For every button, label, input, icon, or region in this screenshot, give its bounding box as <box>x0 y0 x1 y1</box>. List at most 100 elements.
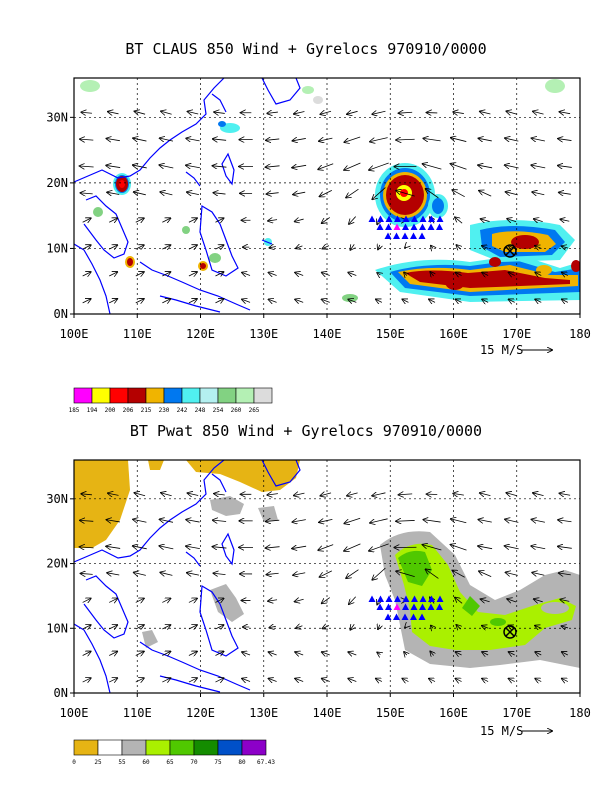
x-tick-label: 140E <box>313 706 342 720</box>
wind-vector-arrow <box>269 273 277 276</box>
wind-vector-arrow <box>82 625 91 629</box>
gyre-location-triangle-icon <box>419 215 427 222</box>
wind-vector-arrow <box>186 520 200 522</box>
wind-vector-arrow <box>133 546 147 549</box>
gyre-location-triangle-icon <box>394 215 401 222</box>
wind-vector-arrow <box>213 166 227 167</box>
wind-vector-arrow <box>109 245 117 249</box>
wind-vector-arrow <box>506 572 518 575</box>
colorbar-level-label: 200 <box>105 407 116 414</box>
wind-vector-arrow <box>346 188 359 197</box>
wind-vector-arrow <box>479 191 492 197</box>
wind-vector-arrow <box>348 652 357 655</box>
wind-vector-arrow <box>242 679 251 682</box>
wind-vector-arrow <box>215 598 223 602</box>
x-tick-label: 180 <box>569 706 591 720</box>
bottom-colorbar: 0 25 55 60 65 70 75 80 67.43 <box>72 739 275 766</box>
wind-vector-arrow <box>429 679 436 682</box>
wind-vector-arrow <box>344 543 361 551</box>
x-tick-label: 180 <box>569 327 591 341</box>
wind-vector-arrow <box>505 165 519 168</box>
wind-vector-arrow <box>451 519 467 524</box>
wind-vector-arrow <box>423 520 441 522</box>
wind-vector-arrow <box>559 573 571 575</box>
wind-vector-arrow <box>558 546 572 548</box>
wind-vector-arrow <box>81 193 93 194</box>
colorbar-swatch <box>253 387 273 404</box>
wind-vector-arrow <box>82 678 91 682</box>
colorbar-swatch <box>145 739 171 756</box>
wind-vector-arrow <box>509 652 515 655</box>
wind-vector-arrow <box>160 572 173 575</box>
wind-vector-arrow <box>295 273 304 276</box>
wind-vector-arrow <box>482 246 489 249</box>
x-tick-label: 150E <box>376 706 405 720</box>
wind-vector-arrow <box>323 626 330 629</box>
wind-vector-arrow <box>135 245 144 249</box>
colorbar-level-label: 60 <box>142 759 150 766</box>
wind-vector-arrow <box>188 652 197 656</box>
wind-vector-arrow <box>560 112 571 114</box>
colorbar-level-label: 80 <box>238 759 246 766</box>
wind-vector-arrow <box>82 272 91 276</box>
wind-vector-arrow <box>215 652 223 656</box>
wind-vector-arrow <box>377 273 380 275</box>
wind-vector-arrow <box>455 217 463 224</box>
wind-vector-arrow <box>480 111 491 114</box>
x-tick-label: 130E <box>249 327 278 341</box>
wind-vector-arrow <box>478 520 492 523</box>
wind-vector-arrow <box>109 652 117 656</box>
wind-vector-arrow <box>266 547 280 548</box>
wind-vector-arrow <box>133 138 147 141</box>
wind-vector-arrow <box>188 299 197 303</box>
wind-vector-arrow <box>187 573 200 575</box>
wind-vector-arrow <box>296 626 303 628</box>
wind-vector-arrow <box>294 112 305 114</box>
wind-vector-arrow <box>369 162 389 170</box>
wind-vector-arrow <box>423 138 441 140</box>
wind-vector-arrow <box>372 111 386 114</box>
wind-vector-arrow <box>266 139 280 140</box>
wind-vector-arrow <box>535 626 542 629</box>
colorbar-swatch <box>199 387 219 404</box>
wind-vector-arrow <box>293 192 306 194</box>
gyre-location-triangle-icon <box>384 232 392 239</box>
wind-vector-arrow <box>558 520 572 522</box>
wind-vector-arrow <box>109 598 117 602</box>
bottom-y-tick-labels: 0N 10N 20N 30N <box>46 492 74 700</box>
wind-vector-arrow <box>402 679 409 682</box>
wind-vector-arrow <box>505 546 519 549</box>
wind-vector-arrow <box>347 493 358 496</box>
colorbar-swatch <box>217 739 243 756</box>
wind-vector-arrow <box>213 139 227 140</box>
wind-vector-arrow <box>269 246 276 247</box>
wind-vector-arrow <box>188 493 199 495</box>
wind-vector-arrow <box>372 493 386 496</box>
wind-vector-arrow <box>242 652 251 655</box>
wind-vector-arrow <box>558 139 572 141</box>
wind-vector-arrow <box>399 494 413 495</box>
wind-vector-arrow <box>429 299 436 302</box>
wind-vector-arrow <box>81 494 92 495</box>
gyre-location-triangle-icon <box>410 613 417 620</box>
wind-vector-arrow <box>534 599 543 602</box>
gyre-location-triangle-icon <box>385 223 392 230</box>
wind-vector-arrow <box>482 299 489 302</box>
wind-vector-arrow <box>532 192 545 195</box>
gyre-location-triangle-icon <box>419 603 426 610</box>
colorbar-level-label: 67.43 <box>257 759 275 766</box>
top-x-tick-labels: 100E 110E 120E 130E 140E 150E 160E 170E 180 <box>60 314 591 341</box>
gyre-location-triangle-icon <box>401 613 409 620</box>
top-coastlines <box>74 78 301 314</box>
wind-vector-arrow <box>532 573 545 576</box>
wind-vector-arrow <box>135 625 144 629</box>
wind-vector-arrow <box>135 218 144 222</box>
wind-vector-arrow <box>349 596 356 604</box>
wind-vector-arrow <box>267 573 279 574</box>
wind-vector-arrow <box>506 493 518 496</box>
wind-vector-arrow <box>134 493 146 496</box>
wind-vector-arrow <box>107 573 120 575</box>
wind-vector-arrow <box>378 625 380 629</box>
wind-vector-arrow <box>134 111 146 114</box>
wind-vector-arrow <box>295 652 304 655</box>
